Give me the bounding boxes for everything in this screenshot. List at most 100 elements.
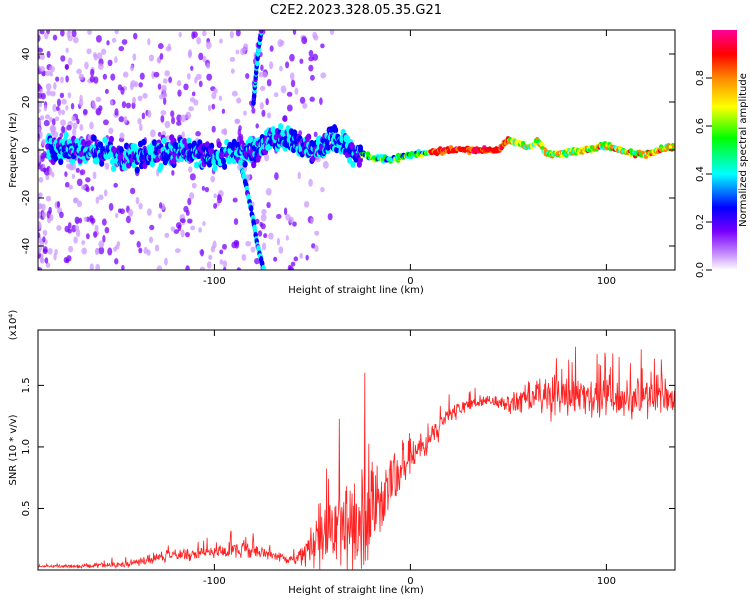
noise-blob (107, 247, 113, 256)
noise-blob (286, 104, 293, 112)
noise-blob (41, 211, 46, 218)
noise-blob (206, 261, 212, 269)
noise-blob (202, 221, 206, 227)
noise-blob (297, 171, 301, 180)
noise-blob (71, 173, 76, 180)
snr-axes: -100 0 100 0.5 1.0 1.5 (21, 330, 675, 587)
noise-blob (114, 108, 119, 116)
noise-blob (38, 34, 41, 43)
snr-ytick-label: 1.5 (21, 377, 32, 393)
noise-blob (164, 257, 168, 266)
noise-blob (95, 196, 100, 204)
snr-frame (37, 329, 676, 571)
noise-blob (66, 124, 72, 131)
trace-point (99, 159, 105, 167)
trace-point (108, 135, 115, 143)
noise-blob (320, 72, 327, 79)
noise-blob (118, 46, 125, 52)
noise-blob (146, 249, 151, 256)
noise-blob (157, 42, 164, 50)
noise-blob (159, 53, 164, 60)
noise-blob (72, 128, 77, 137)
noise-blob (167, 43, 171, 51)
snr-xtick-label: 0 (407, 576, 413, 587)
noise-blob (79, 94, 83, 102)
noise-blob (310, 217, 314, 225)
noise-blob (165, 135, 171, 142)
noise-blob (39, 88, 43, 94)
spectrogram-xlabel: Height of straight line (km) (288, 285, 424, 296)
noise-blob (125, 215, 131, 224)
trace-point (357, 144, 364, 152)
trace-point (251, 161, 257, 169)
noise-blob (48, 167, 53, 175)
noise-blob (260, 64, 264, 71)
noise-blob (38, 54, 41, 60)
noise-blob (265, 98, 269, 106)
noise-blob (311, 243, 316, 249)
trace-point (347, 157, 353, 164)
noise-blob (61, 109, 66, 116)
noise-blob (90, 186, 95, 192)
noise-blob (135, 196, 140, 205)
noise-blob (41, 70, 46, 77)
noise-blob (195, 131, 201, 137)
noise-blob (60, 55, 66, 62)
noise-blob (320, 186, 325, 193)
noise-blob (96, 52, 103, 60)
snr-ylabel: SNR (10 * v/v) (8, 414, 19, 485)
noise-blob (198, 80, 203, 88)
noise-blob (158, 202, 163, 209)
trace-point (238, 159, 244, 166)
noise-blob (139, 123, 143, 132)
noise-blob (246, 174, 251, 180)
noise-blob (213, 193, 217, 199)
track-point (259, 30, 264, 34)
noise-blob (266, 78, 272, 87)
noise-blob (191, 31, 195, 40)
noise-blob (108, 127, 114, 135)
snr-ytick-label: 0.5 (21, 501, 32, 517)
noise-blob (130, 64, 134, 72)
noise-blob (64, 171, 68, 177)
spectrogram-ytick-label: -40 (21, 238, 32, 254)
noise-blob (160, 115, 165, 123)
colorbar-tick-label: 0.6 (695, 118, 706, 134)
noise-blob (39, 66, 45, 72)
noise-blob (118, 116, 125, 123)
noise-blob (292, 221, 297, 227)
noise-blob (73, 197, 79, 204)
noise-blob (71, 30, 77, 38)
noise-blob (38, 232, 41, 239)
trace-point (216, 141, 222, 149)
noise-blob (327, 213, 333, 221)
noise-blob (138, 82, 143, 88)
noise-blob (117, 208, 122, 214)
noise-blob (79, 169, 86, 176)
noise-blob (161, 203, 166, 211)
trace-point (80, 138, 86, 146)
noise-blob (199, 266, 206, 270)
noise-blob (219, 38, 223, 44)
noise-blob (64, 64, 69, 70)
noise-blob (262, 71, 268, 78)
trace-point (91, 134, 97, 142)
chart-title: C2E2.2023.328.05.35.G21 (270, 3, 442, 18)
noise-blob (40, 203, 46, 212)
noise-blob (46, 50, 51, 58)
noise-blob (235, 49, 240, 55)
noise-blob (65, 47, 69, 53)
noise-blob (39, 115, 45, 121)
trace-point (193, 161, 200, 169)
noise-blob (206, 62, 211, 69)
noise-blob (276, 237, 281, 246)
noise-blob (50, 130, 55, 137)
noise-blob (89, 215, 94, 222)
noise-blob (54, 248, 58, 256)
noise-blob (67, 34, 73, 42)
noise-blob (139, 72, 145, 80)
noise-blob (59, 132, 64, 138)
noise-blob (322, 160, 329, 169)
noise-blob (213, 203, 218, 209)
noise-blob (134, 81, 139, 88)
